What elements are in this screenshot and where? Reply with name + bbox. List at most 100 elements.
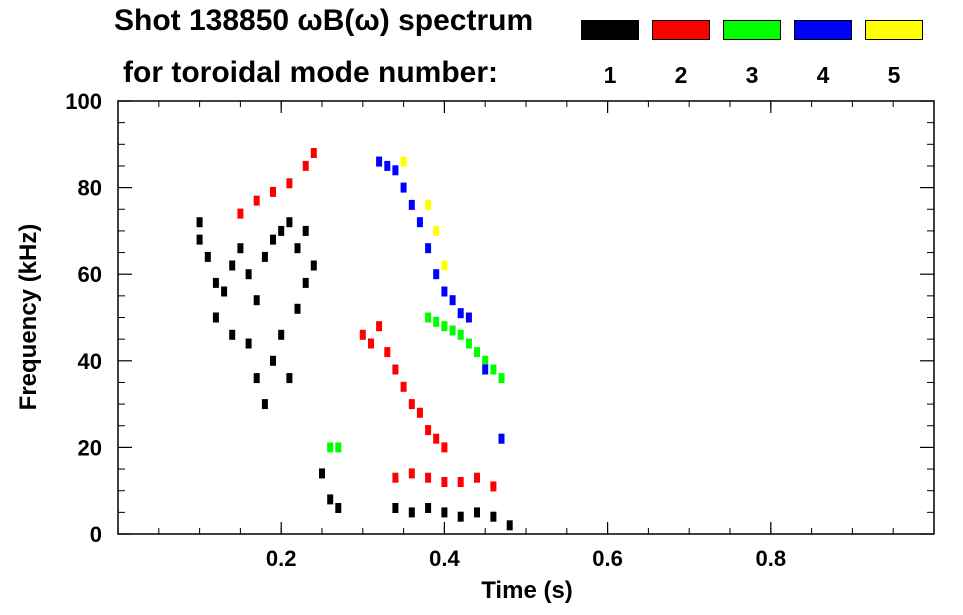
data-point-mode-4 <box>400 182 407 193</box>
data-point-mode-2 <box>490 481 497 492</box>
data-point-mode-1 <box>229 329 236 340</box>
chart-subtitle: for toroidal mode number: <box>123 56 498 89</box>
data-point-mode-1 <box>278 329 285 340</box>
data-point-mode-1 <box>335 503 342 513</box>
data-point-mode-1 <box>212 277 219 288</box>
data-point-mode-2 <box>376 321 383 332</box>
data-point-mode-2 <box>392 472 399 483</box>
data-point-mode-2 <box>408 468 415 479</box>
data-point-mode-3 <box>335 442 342 453</box>
chart-title: Shot 138850 ωB(ω) spectrum <box>114 4 534 37</box>
data-point-mode-4 <box>416 217 423 228</box>
data-point-mode-4 <box>498 433 505 444</box>
data-point-mode-1 <box>506 520 513 531</box>
data-point-mode-4 <box>425 243 432 254</box>
data-point-mode-5 <box>441 260 448 271</box>
data-point-mode-2 <box>408 399 415 410</box>
data-point-mode-2 <box>425 472 432 483</box>
y-tick-label: 80 <box>78 176 102 201</box>
data-marks <box>196 148 513 531</box>
data-point-mode-3 <box>425 312 432 323</box>
x-tick-label: 0.4 <box>429 546 460 571</box>
data-point-mode-1 <box>286 217 293 228</box>
data-point-mode-4 <box>392 165 399 176</box>
data-point-mode-3 <box>498 373 505 384</box>
legend-swatch-mode-3 <box>723 20 781 40</box>
data-point-mode-4 <box>449 295 456 306</box>
data-point-mode-1 <box>253 295 260 306</box>
x-tick-label: 0.2 <box>266 546 297 571</box>
legend-swatch-mode-5 <box>865 20 923 40</box>
data-point-mode-1 <box>425 503 432 513</box>
data-point-mode-2 <box>474 472 480 483</box>
data-point-mode-1 <box>327 494 334 505</box>
data-point-mode-3 <box>327 442 334 453</box>
legend-swatch-mode-2 <box>652 20 710 40</box>
data-point-mode-1 <box>229 260 236 271</box>
series-mode-2 <box>237 148 497 492</box>
series-mode-3 <box>327 312 505 453</box>
data-point-mode-2 <box>270 186 276 197</box>
legend-label-mode-4: 4 <box>816 62 830 88</box>
y-tick-label: 20 <box>78 435 102 460</box>
data-point-mode-5 <box>400 156 407 167</box>
series-mode-5 <box>400 156 448 271</box>
data-point-mode-1 <box>294 303 301 314</box>
x-tick-label: 0.8 <box>756 546 787 571</box>
data-point-mode-1 <box>212 312 219 323</box>
data-point-mode-1 <box>204 251 211 262</box>
legend-swatch-mode-4 <box>794 20 852 40</box>
data-point-mode-1 <box>245 338 252 349</box>
data-point-mode-2 <box>368 338 374 349</box>
data-point-mode-1 <box>441 507 448 518</box>
data-point-mode-2 <box>441 477 448 487</box>
legend-label-mode-2: 2 <box>674 62 688 88</box>
legend-label-mode-5: 5 <box>887 62 901 88</box>
data-point-mode-4 <box>465 312 472 323</box>
data-point-mode-2 <box>310 148 317 158</box>
data-point-mode-3 <box>474 347 480 358</box>
data-point-mode-4 <box>441 286 448 297</box>
legend-label-mode-1: 1 <box>603 62 617 88</box>
data-point-mode-3 <box>457 329 464 340</box>
data-point-mode-1 <box>270 234 276 245</box>
data-point-mode-4 <box>408 199 415 210</box>
data-point-mode-2 <box>416 407 423 418</box>
data-point-mode-4 <box>457 308 464 319</box>
data-point-mode-1 <box>310 260 317 271</box>
data-point-mode-1 <box>253 373 260 384</box>
data-point-mode-1 <box>294 243 301 254</box>
data-point-mode-1 <box>196 234 203 245</box>
data-point-mode-3 <box>465 338 472 349</box>
data-point-mode-2 <box>400 381 407 392</box>
y-tick-label: 100 <box>65 89 102 114</box>
data-point-mode-2 <box>441 442 448 453</box>
data-point-mode-1 <box>302 225 309 236</box>
data-point-mode-3 <box>433 316 440 327</box>
data-point-mode-1 <box>261 399 268 410</box>
data-point-mode-1 <box>392 503 399 513</box>
data-point-mode-3 <box>490 364 497 375</box>
data-point-mode-2 <box>457 477 464 487</box>
data-point-mode-2 <box>359 329 366 340</box>
y-tick-label: 0 <box>90 522 102 547</box>
data-point-mode-3 <box>441 321 448 332</box>
data-point-mode-1 <box>408 507 415 518</box>
legend-label-mode-3: 3 <box>745 62 759 88</box>
y-axis-title: Frequency (kHz) <box>15 224 42 411</box>
y-tick-label: 60 <box>78 262 102 287</box>
legend-swatch-mode-1 <box>581 20 639 40</box>
data-point-mode-1 <box>237 243 244 254</box>
data-point-mode-1 <box>245 269 252 280</box>
data-point-mode-3 <box>449 325 456 336</box>
data-point-mode-1 <box>286 373 293 384</box>
data-point-mode-2 <box>286 178 293 189</box>
data-point-mode-5 <box>425 199 432 210</box>
data-point-mode-2 <box>302 160 309 171</box>
data-point-mode-1 <box>319 468 325 479</box>
x-tick-label: 0.6 <box>592 546 623 571</box>
data-point-mode-4 <box>384 160 391 171</box>
plot-frame <box>117 100 935 535</box>
series-mode-1 <box>196 217 513 531</box>
axes: 0.2 0.4 0.6 0.8 0 20 40 60 80 100 <box>65 89 934 571</box>
